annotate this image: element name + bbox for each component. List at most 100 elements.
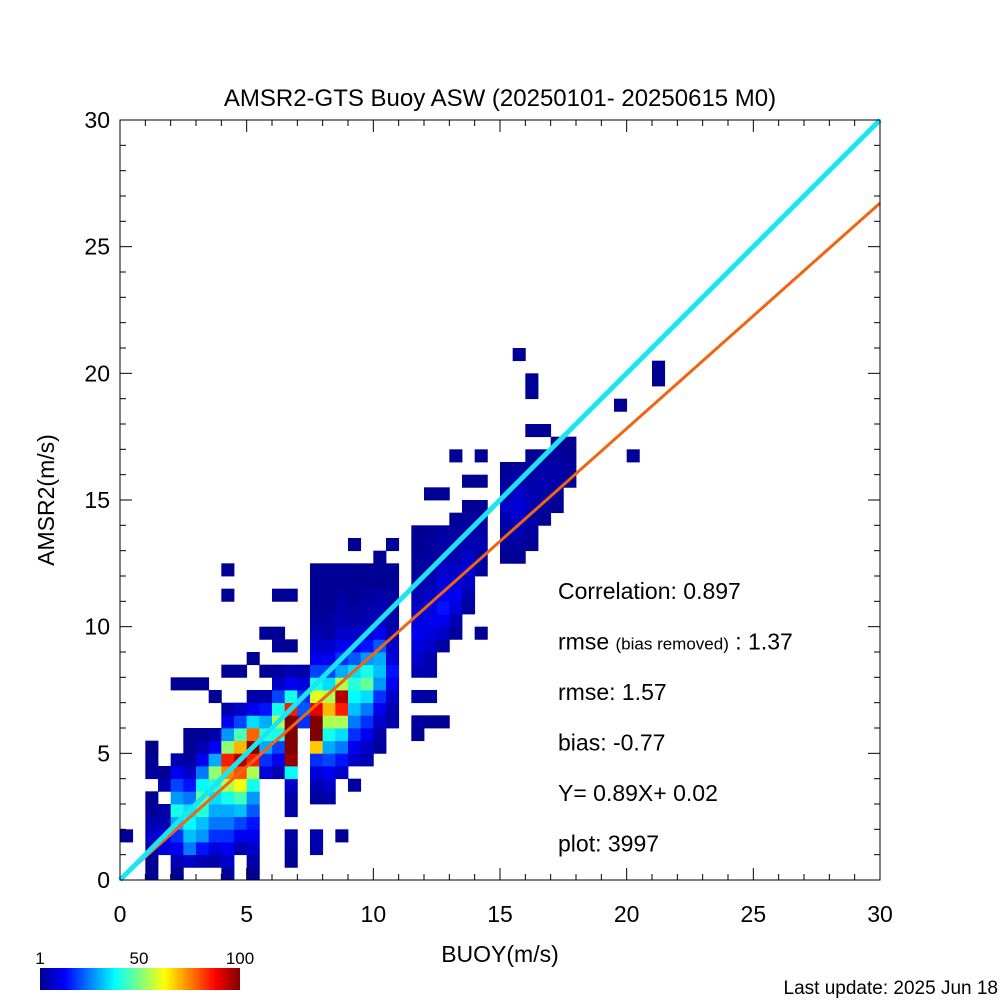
stat-rmse: rmse: 1.57 <box>558 679 667 705</box>
heatmap-cell <box>322 728 336 742</box>
heatmap-cell <box>246 778 260 792</box>
heatmap-cell <box>310 652 324 666</box>
heatmap-cell <box>449 626 463 640</box>
heatmap-cell <box>170 778 184 792</box>
heatmap-cell <box>158 766 172 780</box>
heatmap-cell <box>322 753 336 767</box>
heatmap-cell <box>310 639 324 653</box>
heatmap-cell <box>208 690 222 704</box>
heatmap-cell <box>436 487 450 501</box>
heatmap-cell <box>120 829 134 843</box>
heatmap-cell <box>386 690 400 704</box>
heatmap-cell <box>335 563 349 577</box>
heatmap-cell <box>208 816 222 830</box>
heatmap-cell <box>373 728 387 742</box>
heatmap-cell <box>310 740 324 754</box>
heatmap-cell <box>221 791 235 805</box>
heatmap-cell <box>348 614 362 628</box>
heatmap-cell <box>183 778 197 792</box>
heatmap-cell <box>373 652 387 666</box>
heatmap-cell <box>208 740 222 754</box>
heatmap-cell <box>424 614 438 628</box>
heatmap-cell <box>322 791 336 805</box>
heatmap-cell <box>373 576 387 590</box>
x-tick-label: 0 <box>114 901 127 927</box>
heatmap-cell <box>221 829 235 843</box>
heatmap-cell <box>436 639 450 653</box>
heatmap-cell <box>310 576 324 590</box>
heatmap-cell <box>196 842 210 856</box>
heatmap-cell <box>322 715 336 729</box>
heatmap-cell <box>145 816 159 830</box>
heatmap-cell <box>411 728 425 742</box>
heatmap-cell <box>170 753 184 767</box>
heatmap-cell <box>234 740 248 754</box>
heatmap-cell <box>348 576 362 590</box>
heatmap-cell <box>234 829 248 843</box>
regression-line <box>119 201 881 881</box>
heatmap-cell <box>234 715 248 729</box>
heatmap-cell <box>310 563 324 577</box>
heatmap-cell <box>272 639 286 653</box>
heatmap-cell <box>234 778 248 792</box>
heatmap-cell <box>335 601 349 615</box>
heatmap-cell <box>335 639 349 653</box>
heatmap-cell <box>348 626 362 640</box>
heatmap-cell <box>145 854 159 868</box>
heatmap-cell <box>158 816 172 830</box>
heatmap-cell <box>348 753 362 767</box>
heatmap-cell <box>310 728 324 742</box>
y-axis-label: AMSR2(m/s) <box>33 434 59 566</box>
heatmap-cell <box>424 690 438 704</box>
heatmap-cell <box>462 538 476 552</box>
heatmap-cell <box>386 702 400 716</box>
heatmap-cell <box>310 664 324 678</box>
heatmap-cell <box>462 500 476 514</box>
heatmap-cell <box>272 753 286 767</box>
heatmap-cell <box>348 728 362 742</box>
heatmap-cell <box>525 449 539 463</box>
heatmap-cell <box>550 500 564 514</box>
heatmap-cell <box>221 563 235 577</box>
heatmap-cell <box>436 588 450 602</box>
heatmap-cell <box>436 715 450 729</box>
heatmap-cell <box>436 626 450 640</box>
heatmap-cell <box>284 677 298 691</box>
heatmap-cell <box>348 652 362 666</box>
heatmap-cell <box>449 588 463 602</box>
heatmap-cell <box>322 626 336 640</box>
heatmap-cell <box>284 854 298 868</box>
heatmap-cell <box>550 474 564 488</box>
heatmap-cell <box>145 829 159 843</box>
heatmap-cell <box>284 690 298 704</box>
heatmap-cell <box>335 715 349 729</box>
heatmap-cell <box>525 474 539 488</box>
heatmap-cell <box>512 348 526 362</box>
heatmap-cell <box>373 626 387 640</box>
heatmap-cell <box>183 677 197 691</box>
heatmap-cell <box>145 804 159 818</box>
heatmap-cell <box>335 702 349 716</box>
heatmap-cell <box>424 664 438 678</box>
heatmap-cell <box>310 614 324 628</box>
heatmap-cell <box>284 639 298 653</box>
heatmap-cell <box>373 563 387 577</box>
heatmap-cell <box>360 690 374 704</box>
heatmap-cell <box>196 677 210 691</box>
y-tick-label: 30 <box>84 107 110 133</box>
heatmap-cell <box>474 525 488 539</box>
heatmap-cell <box>183 740 197 754</box>
heatmap-cell <box>335 690 349 704</box>
x-tick-label: 10 <box>361 901 387 927</box>
heatmap-cell <box>614 398 628 412</box>
heatmap-cell <box>550 487 564 501</box>
heatmap-cell <box>284 842 298 856</box>
heatmap-cell <box>424 652 438 666</box>
heatmap-cell <box>335 664 349 678</box>
heatmap-cell <box>158 842 172 856</box>
heatmap-cell <box>411 588 425 602</box>
heatmap-cell <box>322 563 336 577</box>
heatmap-cell <box>246 766 260 780</box>
heatmap-cell <box>424 550 438 564</box>
heatmap-cell <box>145 740 159 754</box>
